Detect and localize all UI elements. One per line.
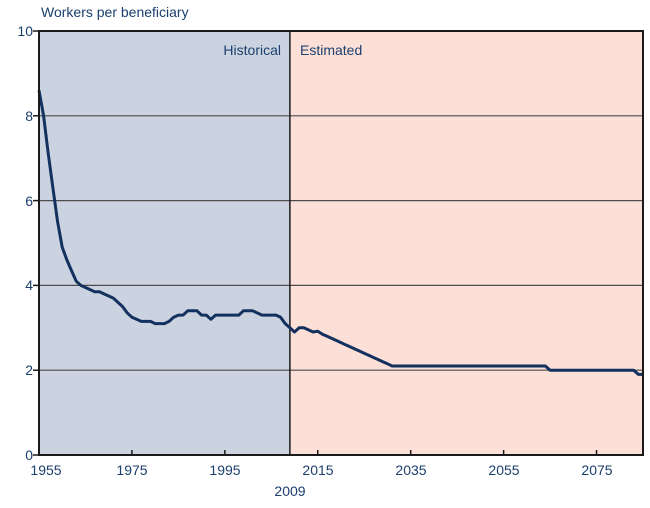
historical-region-fill (39, 31, 290, 455)
y-tick-label: 0 (25, 447, 33, 463)
y-tick-label: 10 (17, 23, 33, 39)
x-tick-label: 2015 (302, 462, 334, 478)
y-tick-label: 2 (25, 362, 33, 378)
plot-area: Historical Estimated (33, 30, 644, 456)
divider-year-label: 2009 (274, 483, 306, 499)
estimated-region-label: Estimated (300, 42, 363, 58)
x-tick-label: 2075 (581, 462, 613, 478)
estimated-region-fill (289, 31, 643, 455)
x-tick-label: 2035 (395, 462, 427, 478)
chart-title: Workers per beneficiary (41, 4, 189, 20)
x-tick-label: 2055 (488, 462, 520, 478)
x-tick-label: 1955 (30, 462, 62, 478)
x-tick-label: 1975 (116, 462, 148, 478)
data-line (37, 90, 643, 376)
plot-frame (38, 30, 644, 456)
plot-canvas (33, 30, 644, 456)
x-tick-label: 1995 (209, 462, 241, 478)
y-tick-label: 8 (25, 108, 33, 124)
y-tick-label: 4 (25, 277, 33, 293)
historical-region-label: Historical (223, 42, 281, 58)
y-tick-label: 6 (25, 193, 33, 209)
